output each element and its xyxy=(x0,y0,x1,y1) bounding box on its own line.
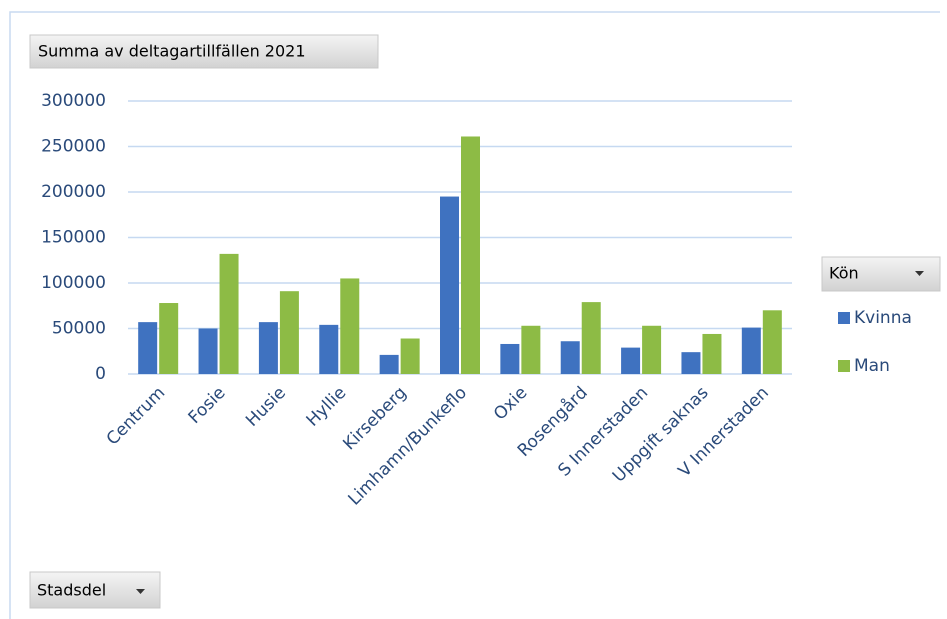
title-button[interactable] xyxy=(29,34,379,69)
legend-swatch xyxy=(838,360,850,372)
y-tick-label: 250000 xyxy=(41,137,106,157)
bar xyxy=(642,325,662,374)
bar xyxy=(521,325,541,374)
bar xyxy=(258,322,278,374)
bar xyxy=(621,347,641,374)
y-tick-label: 200000 xyxy=(41,182,106,202)
dropdown-arrow xyxy=(915,271,924,276)
bar xyxy=(762,310,782,374)
bar xyxy=(379,354,399,374)
y-tick-label: 100000 xyxy=(41,273,106,293)
y-tick-label: 150000 xyxy=(41,228,106,248)
y-tick-label: 300000 xyxy=(41,91,106,111)
bar xyxy=(279,291,299,374)
bar xyxy=(219,253,239,374)
bar xyxy=(461,136,480,374)
x-tick-label: Limhamn/Bunkeflo xyxy=(344,383,471,510)
bar xyxy=(319,324,339,374)
bar xyxy=(400,338,420,374)
axis-field-label: Stadsdel xyxy=(37,581,106,600)
bar xyxy=(159,303,179,374)
bar xyxy=(702,333,722,374)
legend-label: Kvinna xyxy=(854,308,912,328)
dropdown-arrow xyxy=(136,589,145,594)
bar xyxy=(681,352,701,374)
y-tick-label: 50000 xyxy=(52,319,106,339)
bar xyxy=(340,278,360,374)
legend-label: Man xyxy=(854,356,890,376)
legend-swatch xyxy=(838,312,850,324)
x-tick-label: Husie xyxy=(242,383,290,431)
bar xyxy=(138,322,158,374)
y-tick-label: 0 xyxy=(95,364,106,384)
x-tick-label: Fosie xyxy=(185,383,230,428)
legend-title: Kön xyxy=(829,264,859,283)
x-tick-label: Hyllie xyxy=(303,383,351,431)
bar xyxy=(560,341,580,374)
bar xyxy=(581,302,601,374)
bar xyxy=(741,327,761,374)
bar xyxy=(440,196,459,374)
x-tick-label: Centrum xyxy=(103,383,170,450)
bar xyxy=(198,328,218,374)
chart-border xyxy=(9,11,940,619)
chart-title: Summa av deltagartillfällen 2021 xyxy=(38,42,306,61)
x-tick-label: Oxie xyxy=(490,383,531,424)
bar xyxy=(500,343,520,374)
